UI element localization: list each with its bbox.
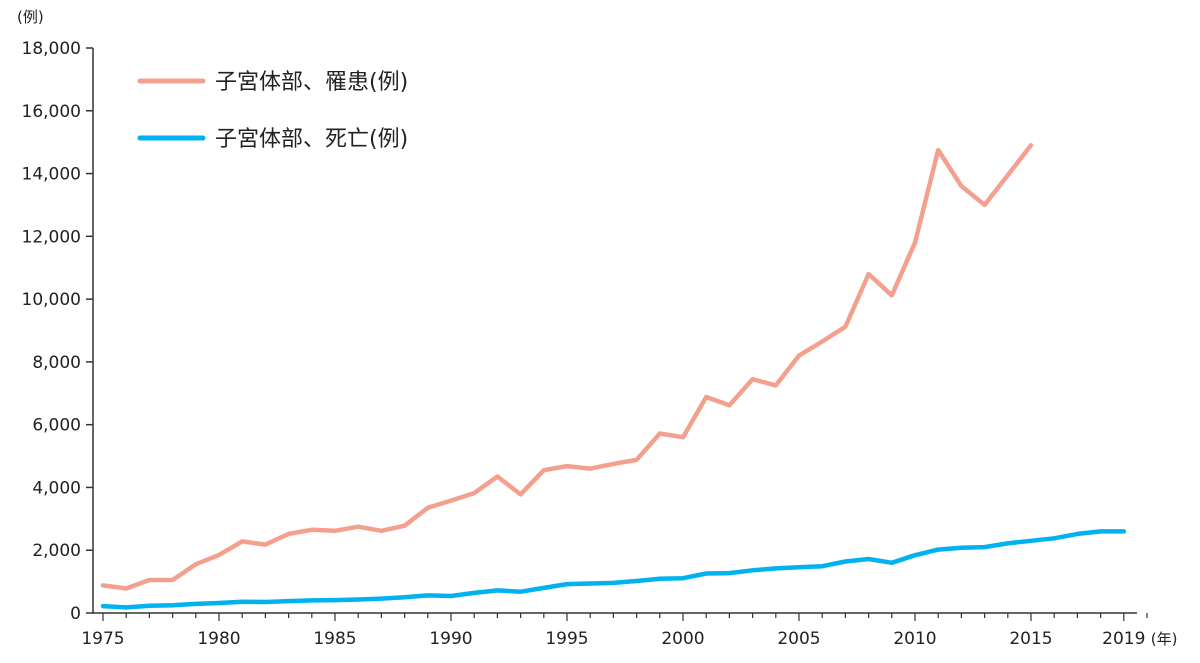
series-lines (100, 143, 1127, 610)
x-tick-label: 1990 (429, 629, 472, 649)
y-tick-label: 6,000 (32, 416, 81, 436)
x-tick-label: 2000 (661, 629, 704, 649)
x-tick-label: 1995 (545, 629, 588, 649)
y-tick-label: 8,000 (32, 353, 81, 373)
y-tick-label: 16,000 (22, 102, 81, 122)
x-tick-label: 2010 (893, 629, 936, 649)
legend-label-1: 子宮体部、罹患(例) (215, 70, 408, 95)
y-tick-label: 10,000 (22, 290, 81, 310)
x-tick-label: 1975 (81, 629, 124, 649)
legend: 子宮体部、罹患(例) 子宮体部、死亡(例) (137, 70, 408, 152)
y-tick-label: 12,000 (22, 227, 81, 247)
x-tick-label: 2005 (777, 629, 820, 649)
x-tick-label: 1985 (313, 629, 356, 649)
series-line-2 (100, 529, 1127, 610)
x-tick-label: 2019 (1102, 629, 1145, 649)
legend-label-2: 子宮体部、死亡(例) (215, 127, 408, 152)
y-tick-label: 2,000 (32, 541, 81, 561)
x-tick-label: 2015 (1009, 629, 1052, 649)
axes: 0 2,000 4,000 6,000 8,000 10,000 12,000 14,000 1… (17, 8, 1178, 649)
y-tick-label: 14,000 (22, 165, 81, 185)
y-tick-label: 4,000 (32, 478, 81, 498)
y-unit-label: (例) (17, 8, 44, 26)
x-unit-label: (年) (1151, 630, 1178, 648)
series-line-1 (100, 143, 1034, 591)
y-tick-label: 0 (70, 604, 81, 624)
x-tick-label: 1980 (197, 629, 240, 649)
y-tick-label: 18,000 (22, 39, 81, 59)
